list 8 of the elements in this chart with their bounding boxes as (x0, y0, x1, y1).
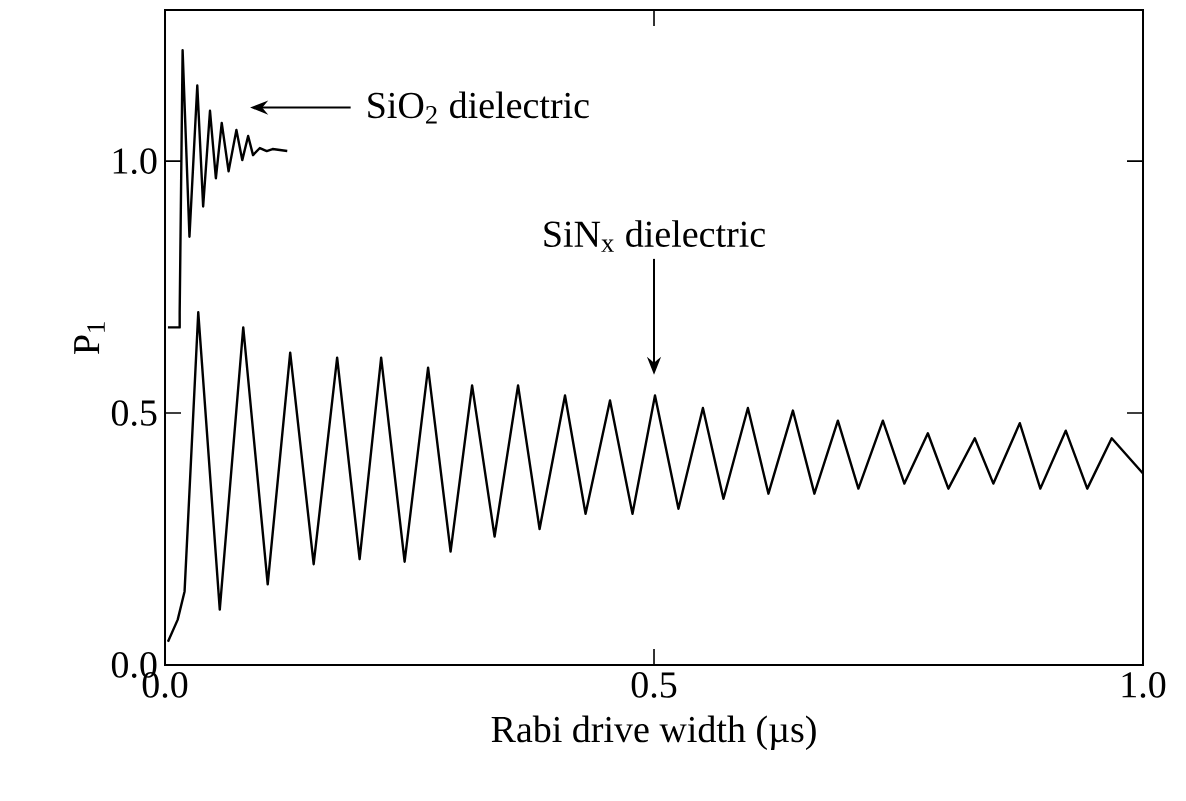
x-tick-label: 0.5 (631, 672, 677, 698)
x-axis-title: Rabi drive width (µs) (491, 715, 816, 751)
y-tick-label: 1.0 (113, 148, 157, 175)
annotation: SiO$_{2}$ dielectric (368, 91, 589, 124)
x-tick-label: 1.0 (1122, 672, 1166, 698)
y-tick-label: 0.5 (111, 400, 157, 426)
annotation: SiN$_{x}$ dielectric (544, 220, 766, 252)
y-axis-title: P$_{1}$ (74, 322, 105, 355)
